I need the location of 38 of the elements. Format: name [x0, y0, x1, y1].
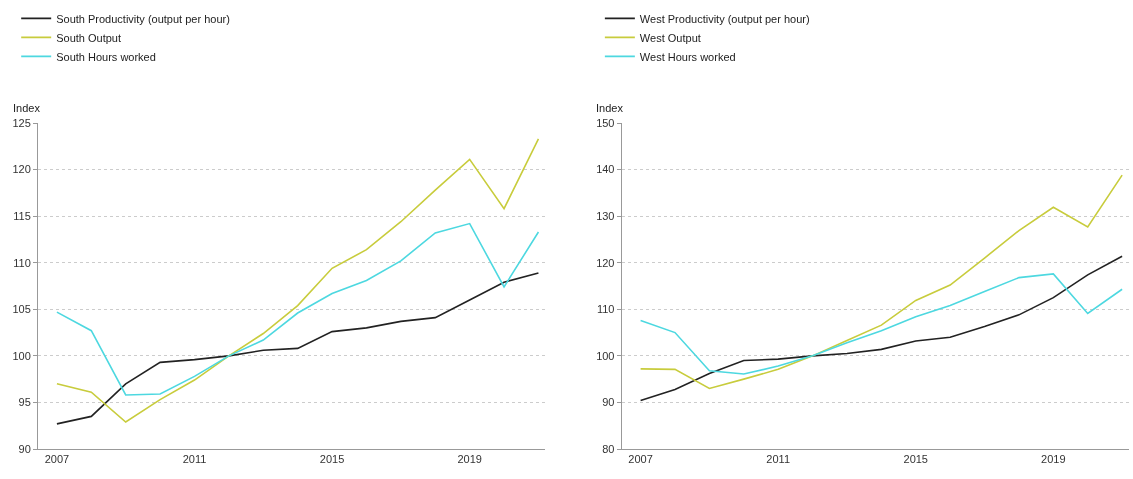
legend-label: West Productivity (output per hour): [639, 12, 810, 25]
y-tick-label: 150: [596, 116, 615, 129]
y-axis-title: Index: [13, 102, 41, 114]
x-tick-label: 2011: [182, 453, 207, 466]
legend-label: West Output: [639, 31, 701, 44]
x-tick-label: 2015: [903, 453, 928, 466]
x-tick-label: 2015: [319, 453, 345, 466]
y-tick-label: 100: [12, 349, 31, 362]
line-series: [56, 138, 540, 423]
y-tick-label: 80: [602, 442, 615, 455]
x-tick-label: 2007: [44, 453, 70, 466]
line-series: [639, 174, 1123, 390]
y-tick-label: 130: [596, 209, 615, 222]
y-tick-label: 140: [596, 163, 615, 176]
y-tick-label: 100: [596, 349, 615, 362]
y-tick-label: 110: [13, 256, 31, 269]
line-series: [56, 272, 540, 425]
legend-label: West Hours worked: [639, 50, 736, 63]
y-tick-label: 120: [596, 256, 615, 269]
legend-label: South Output: [56, 31, 122, 44]
y-tick-label: 125: [12, 116, 31, 129]
x-tick-label: 2007: [628, 453, 653, 466]
y-tick-label: 105: [12, 303, 31, 316]
legend-label: South Hours worked: [56, 50, 156, 63]
line-series: [639, 255, 1123, 402]
y-axis-title: Index: [596, 102, 624, 114]
legend-label: South Productivity (output per hour): [56, 12, 230, 25]
y-tick-label: 110: [596, 303, 615, 316]
line-series: [639, 273, 1123, 375]
y-tick-label: 120: [12, 163, 31, 176]
y-tick-label: 90: [18, 442, 31, 455]
y-tick-label: 115: [13, 209, 31, 222]
y-tick-label: 95: [18, 396, 31, 409]
y-tick-label: 90: [602, 396, 615, 409]
x-tick-label: 2019: [457, 453, 482, 466]
x-tick-label: 2011: [766, 453, 790, 466]
line-series: [56, 222, 540, 396]
x-tick-label: 2019: [1041, 453, 1066, 466]
